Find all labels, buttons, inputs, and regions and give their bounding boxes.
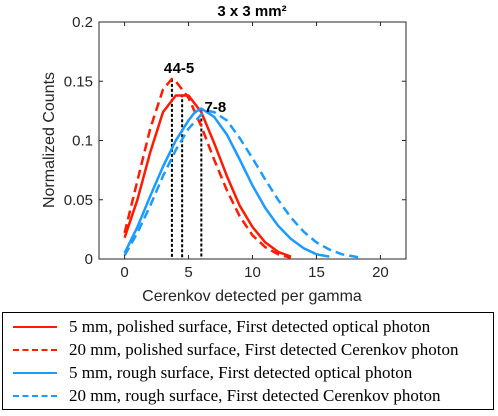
legend-swatch (13, 349, 57, 351)
legend-swatch (13, 326, 57, 328)
legend: 5 mm, polished surface, First detected o… (2, 312, 494, 410)
legend-item: 5 mm, polished surface, First detected o… (13, 316, 483, 338)
legend-item: 20 mm, polished surface, First detected … (13, 339, 483, 361)
plot-frame (98, 21, 407, 260)
x-tick-label: 5 (184, 264, 192, 281)
x-tick-label: 15 (308, 264, 325, 281)
y-tick-label: 0.2 (72, 14, 93, 31)
series-line (123, 77, 292, 260)
legend-label: 5 mm, rough surface, First detected opti… (69, 363, 413, 382)
chart-title: 3 x 3 mm² (217, 3, 286, 20)
peak-label: 7-8 (205, 99, 227, 116)
y-tick-label: 0.15 (64, 73, 93, 90)
chart-area: 0 5 10 15 20 0 0.05 0.1 0.15 0.2 4 4-5 7-8 3 x 3 mm… (41, 3, 407, 305)
x-tick-label: 0 (120, 264, 128, 281)
legend-item: 5 mm, rough surface, First detected opti… (13, 362, 483, 384)
series-line (123, 107, 330, 258)
series-line (123, 94, 292, 258)
legend-swatch (13, 395, 57, 397)
legend-label: 20 mm, polished surface, First detected … (69, 340, 459, 359)
x-tick-label: 20 (372, 264, 389, 281)
peak-annotations: 4 4-5 7-8 (164, 60, 226, 116)
legend-swatch (13, 372, 57, 374)
y-tick-label: 0.05 (64, 192, 93, 209)
peak-label: 4 (164, 60, 173, 77)
legend-item: 20 mm, rough surface, First detected Cer… (13, 385, 483, 407)
legend-label: 5 mm, polished surface, First detected o… (69, 317, 431, 336)
x-tick-label: 10 (244, 264, 261, 281)
y-tick-label: 0 (85, 251, 93, 268)
series-layer (123, 77, 362, 260)
peak-label: 4-5 (173, 60, 195, 77)
axis-ticks: 0 5 10 15 20 0 0.05 0.1 0.15 0.2 (64, 14, 406, 281)
y-axis-label: Normalized Counts (41, 72, 58, 208)
series-line (123, 109, 362, 260)
x-axis-label: Cerenkov detected per gamma (142, 288, 362, 305)
legend-label: 20 mm, rough surface, First detected Cer… (69, 386, 441, 405)
y-tick-label: 0.1 (72, 133, 93, 150)
guide-lines (170, 78, 203, 259)
